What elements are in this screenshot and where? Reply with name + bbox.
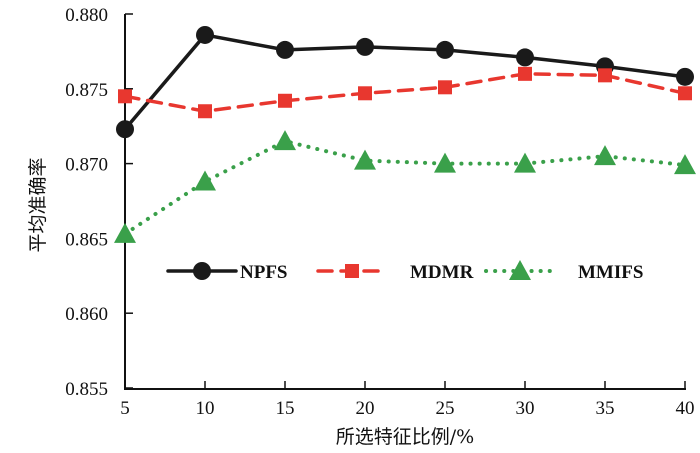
legend-label-mmifs: MMIFS xyxy=(578,262,643,283)
legend-item-mmifs: MMIFS xyxy=(484,260,643,283)
x-tick-label: 15 xyxy=(276,398,295,419)
y-tick-label: 0.870 xyxy=(65,155,108,176)
axes xyxy=(124,14,686,390)
series-mdmr xyxy=(118,66,692,119)
y-tick-label: 0.860 xyxy=(65,304,108,325)
data-point-mmifs xyxy=(194,170,216,191)
x-tick-label: 5 xyxy=(120,398,130,419)
legend-marker-npfs xyxy=(193,262,211,280)
legend-label-npfs: NPFS xyxy=(240,262,288,283)
x-tick-label: 35 xyxy=(596,398,615,419)
series-line-mdmr xyxy=(123,72,687,113)
x-axis-title: 所选特征比例/% xyxy=(336,426,474,448)
legend-item-mdmr: MDMR xyxy=(316,262,474,283)
x-tick-label: 10 xyxy=(196,398,215,419)
x-tick-label: 40 xyxy=(676,398,695,419)
series-npfs xyxy=(116,25,694,139)
data-point-npfs xyxy=(276,40,294,59)
series-line-mmifs xyxy=(123,139,687,236)
data-point-mmifs xyxy=(434,152,456,173)
data-point-mmifs xyxy=(514,152,536,173)
data-point-mdmr xyxy=(118,89,132,104)
legend-item-npfs: NPFS xyxy=(166,262,288,283)
y-tick-label: 0.875 xyxy=(65,80,108,101)
y-tick-label: 0.880 xyxy=(65,5,108,26)
y-tick-label: 0.865 xyxy=(65,229,108,250)
y-tick-label: 0.855 xyxy=(65,379,108,400)
legend: NPFS MDMR MMIFS xyxy=(166,260,643,283)
data-point-mdmr xyxy=(518,66,532,81)
x-tick-label: 25 xyxy=(436,398,455,419)
x-tick-label: 30 xyxy=(516,398,535,419)
legend-marker-mmifs xyxy=(509,260,531,280)
data-point-mdmr xyxy=(438,80,452,95)
y-ticks: 0.855 0.860 0.865 0.870 0.875 0.880 xyxy=(65,5,133,400)
x-ticks: 5 10 15 20 25 30 35 40 xyxy=(120,381,695,419)
data-point-mdmr xyxy=(598,68,612,83)
series-layer xyxy=(114,25,696,243)
data-point-npfs xyxy=(676,67,694,86)
data-point-npfs xyxy=(196,25,214,44)
data-point-mmifs xyxy=(674,154,696,175)
data-point-mdmr xyxy=(678,86,692,101)
data-point-npfs xyxy=(116,120,134,139)
data-point-npfs xyxy=(356,37,374,56)
y-axis-title: 平均准确率 xyxy=(27,157,49,252)
data-point-npfs xyxy=(516,48,534,67)
x-tick-label: 20 xyxy=(356,398,375,419)
data-point-mdmr xyxy=(198,104,212,119)
data-point-mdmr xyxy=(278,93,292,108)
data-point-mmifs xyxy=(594,145,616,166)
data-point-mdmr xyxy=(358,86,372,101)
series-mmifs xyxy=(114,130,696,243)
legend-label-mdmr: MDMR xyxy=(410,262,474,283)
series-line-npfs xyxy=(123,33,687,131)
data-point-mmifs xyxy=(354,149,376,170)
legend-marker-mdmr xyxy=(345,264,359,278)
data-point-mmifs xyxy=(114,222,136,243)
data-point-npfs xyxy=(436,40,454,59)
data-point-mmifs xyxy=(274,130,296,151)
